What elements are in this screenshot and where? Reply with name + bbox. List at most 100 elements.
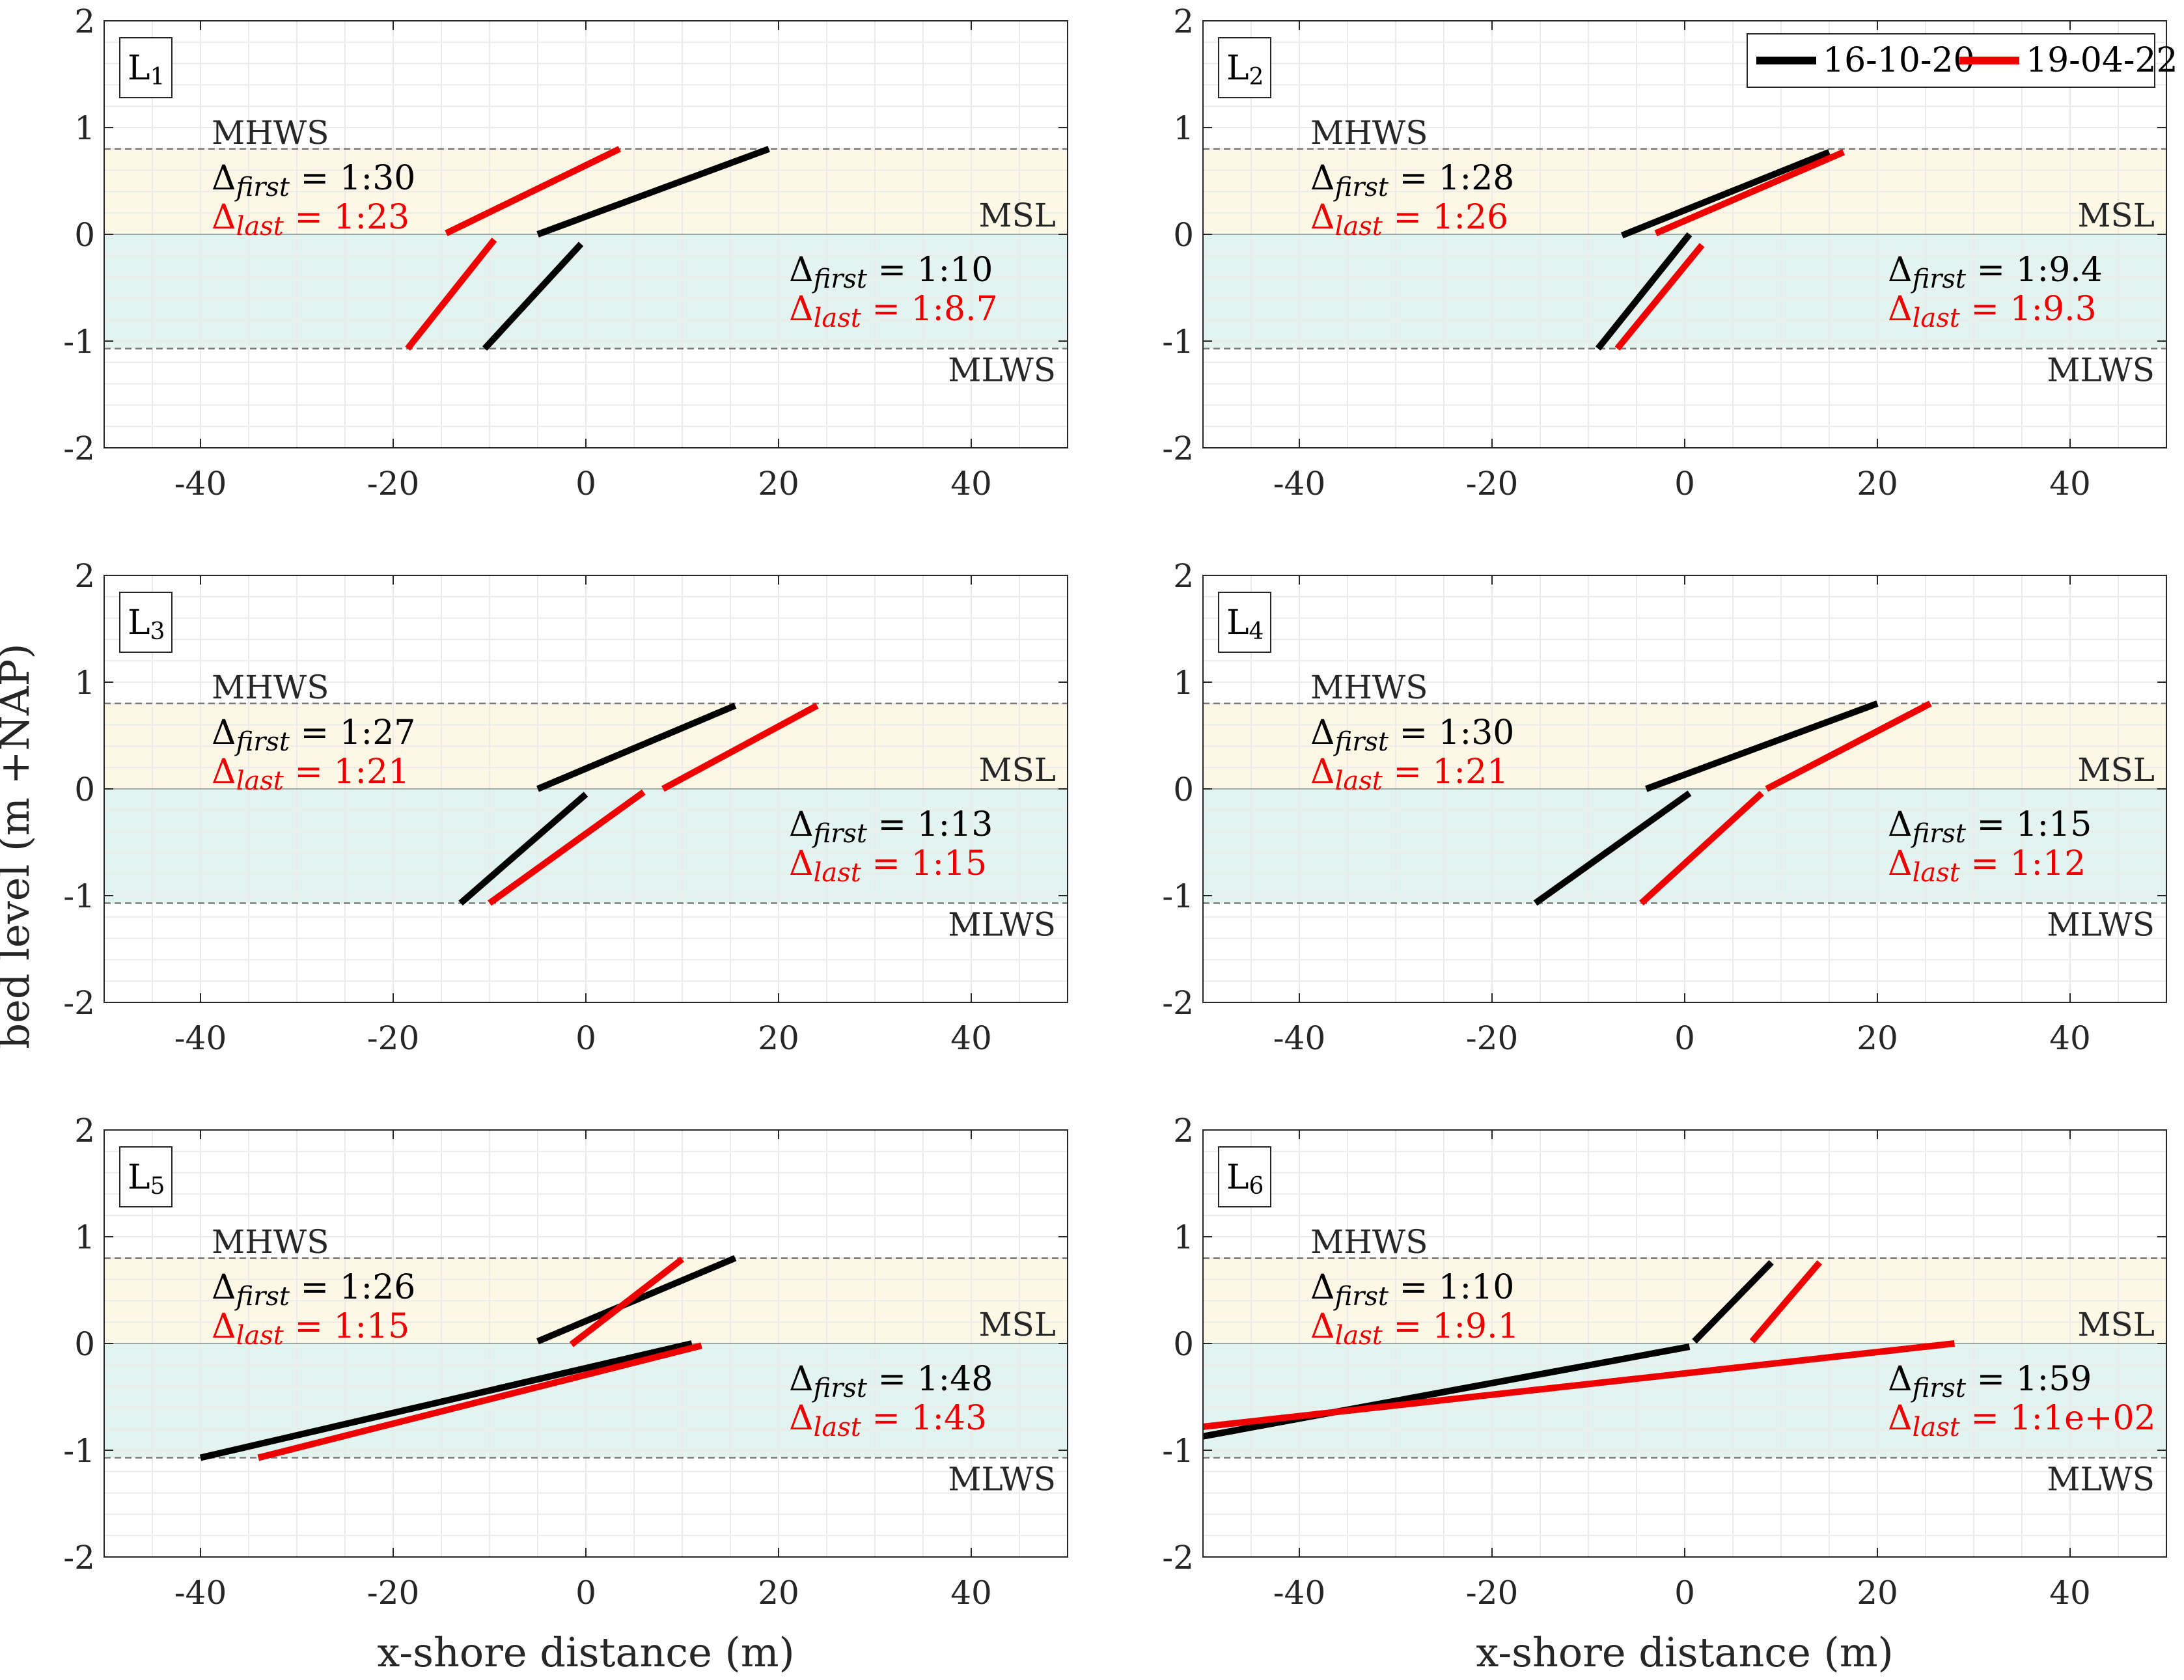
profile-segment-16-10-20 xyxy=(199,1340,693,1461)
mlws-label: MLWS xyxy=(948,905,1056,943)
panel-label-box xyxy=(119,592,173,653)
annotation-last: Δlast = 1:9.3 xyxy=(1888,290,2097,333)
panel-label-box xyxy=(1218,1146,1271,1207)
profile-segment-19-04-22 xyxy=(445,146,621,236)
panel-label-box xyxy=(119,1146,173,1207)
mlws-label: MLWS xyxy=(2047,1460,2155,1498)
mhws-label: MHWS xyxy=(212,668,329,706)
series-group xyxy=(1203,1260,1955,1440)
msl-label: MSL xyxy=(2077,1306,2155,1343)
y-tick-label: -2 xyxy=(63,1539,95,1577)
y-tick-label: 0 xyxy=(1173,771,1194,808)
y-tick-label: 0 xyxy=(1173,1325,1194,1363)
y-tick-label: 1 xyxy=(74,1219,95,1256)
profile-segment-16-10-20 xyxy=(1533,790,1692,906)
panel-label: L1 xyxy=(128,49,165,90)
legend-label: 19-04-22 xyxy=(2026,41,2178,80)
panel-label: L4 xyxy=(1226,603,1264,645)
x-tick-label: 20 xyxy=(758,1574,799,1612)
y-tick-label: 0 xyxy=(1173,216,1194,254)
profile-segment-19-04-22 xyxy=(1203,1340,1955,1430)
annotation-last: Δlast = 1:9.1 xyxy=(1310,1307,1519,1351)
annotation-first: Δfirst = 1:30 xyxy=(1310,713,1514,757)
profile-segment-16-10-20 xyxy=(482,241,584,351)
mlws-label: MLWS xyxy=(948,351,1056,389)
profile-segment-16-10-20 xyxy=(1620,149,1831,239)
y-tick-label: -1 xyxy=(63,877,95,915)
annotation-last: Δlast = 1:12 xyxy=(1888,844,2086,888)
profile-segment-16-10-20 xyxy=(536,1255,737,1345)
x-tick-label: -40 xyxy=(174,1574,227,1612)
y-tick-label: -1 xyxy=(63,1432,95,1470)
annotation-last: Δlast = 1:15 xyxy=(212,1307,409,1351)
x-tick-label: 20 xyxy=(1857,1574,1898,1612)
y-tick-label: 2 xyxy=(1173,557,1194,595)
y-tick-label: 2 xyxy=(1173,3,1194,40)
panel-label: L2 xyxy=(1226,49,1264,90)
x-tick-label: 20 xyxy=(1857,1019,1898,1057)
x-tick-label: -20 xyxy=(367,465,420,503)
y-tick-label: -2 xyxy=(63,984,95,1022)
annotation-first: Δfirst = 1:15 xyxy=(1888,805,2092,849)
x-tick-label: 40 xyxy=(950,465,992,503)
profile-segment-16-10-20 xyxy=(536,702,737,792)
series-group xyxy=(1533,700,1932,906)
x-tick-label: -40 xyxy=(1273,1574,1326,1612)
series-group xyxy=(405,146,770,351)
profile-segment-19-04-22 xyxy=(1749,1260,1823,1343)
y-tick-label: 2 xyxy=(74,557,95,595)
annotation-first: Δfirst = 1:26 xyxy=(212,1268,415,1312)
x-tick-label: 0 xyxy=(1674,465,1695,503)
y-tick-label: 0 xyxy=(74,1325,95,1363)
series-group xyxy=(458,702,819,906)
annotation-last: Δlast = 1:43 xyxy=(789,1399,987,1442)
annotation-first: Δfirst = 1:48 xyxy=(789,1360,993,1403)
y-tick-label: 2 xyxy=(74,3,95,40)
annotation-first: Δfirst = 1:13 xyxy=(789,805,993,849)
x-tick-label: 0 xyxy=(575,1574,596,1612)
profile-segment-16-10-20 xyxy=(1203,1343,1691,1440)
x-tick-label: -20 xyxy=(1466,465,1519,503)
panel-label-box xyxy=(1218,592,1271,653)
annotation-first: Δfirst = 1:28 xyxy=(1310,159,1514,202)
profile-segment-19-04-22 xyxy=(257,1342,702,1461)
y-axis-label: bed level (m +NAP) xyxy=(0,643,38,1049)
y-tick-label: -2 xyxy=(1162,984,1194,1022)
x-tick-label: -40 xyxy=(1273,1019,1326,1057)
x-tick-label: -40 xyxy=(174,465,227,503)
panel-label: L5 xyxy=(128,1158,165,1200)
annotation-last: Δlast = 1:26 xyxy=(1310,198,1508,241)
msl-label: MSL xyxy=(2077,197,2155,234)
mlws-label: MLWS xyxy=(948,1460,1056,1498)
msl-label: MSL xyxy=(978,1306,1056,1343)
y-tick-label: -1 xyxy=(1162,323,1194,361)
y-tick-label: 0 xyxy=(74,216,95,254)
panel-label: L3 xyxy=(128,603,165,645)
msl-label: MSL xyxy=(2077,751,2155,789)
y-tick-label: -1 xyxy=(63,323,95,361)
mhws-label: MHWS xyxy=(1310,114,1428,152)
x-axis-label-right: x-shore distance (m) xyxy=(1476,1629,1893,1676)
x-tick-label: -20 xyxy=(1466,1019,1519,1057)
annotation-last: Δlast = 1:15 xyxy=(789,844,987,888)
y-tick-label: -1 xyxy=(1162,1432,1194,1470)
annotation-first: Δfirst = 1:59 xyxy=(1888,1360,2092,1403)
annotation-last: Δlast = 1:23 xyxy=(212,198,409,241)
profile-segment-16-10-20 xyxy=(458,792,588,906)
series-group xyxy=(199,1255,737,1461)
x-tick-label: 40 xyxy=(2049,465,2091,503)
x-tick-label: 0 xyxy=(1674,1574,1695,1612)
y-tick-label: 1 xyxy=(74,664,95,702)
x-tick-label: -40 xyxy=(1273,465,1326,503)
profile-segment-19-04-22 xyxy=(569,1256,685,1347)
y-tick-label: 1 xyxy=(74,109,95,147)
mhws-label: MHWS xyxy=(212,114,329,152)
x-tick-label: 0 xyxy=(575,465,596,503)
x-tick-label: 20 xyxy=(758,465,799,503)
